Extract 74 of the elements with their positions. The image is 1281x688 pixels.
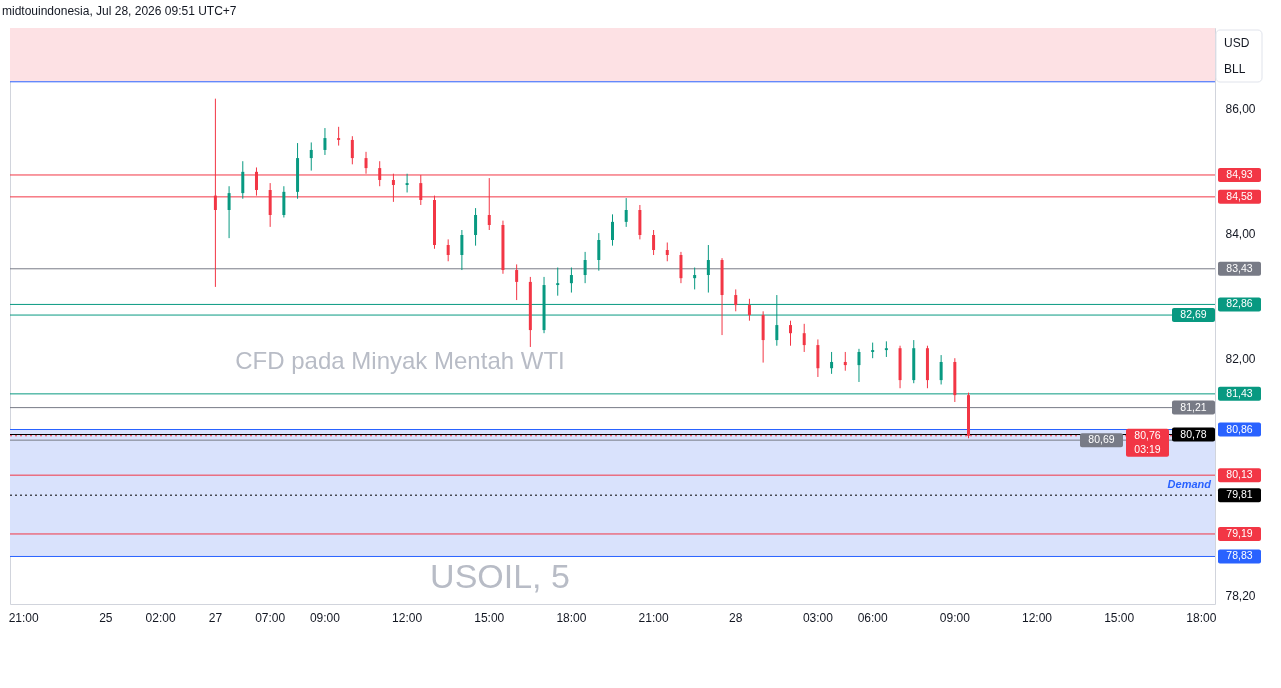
candlestick xyxy=(830,351,834,375)
y-tick-label: 86,00 xyxy=(1225,101,1256,116)
candlestick xyxy=(816,338,820,378)
ref-line-label: 81,21 xyxy=(1180,400,1207,413)
x-tick-label: 21:00 xyxy=(8,610,40,625)
x-tick-label: 21:00 xyxy=(638,610,669,625)
candlestick xyxy=(556,267,560,297)
text: CFD pada Minyak Mentah WTI xyxy=(235,347,565,374)
candlestick xyxy=(802,323,806,353)
candlestick xyxy=(665,242,669,262)
text: BLL xyxy=(1224,62,1246,76)
candlestick xyxy=(569,267,573,294)
candlestick xyxy=(241,160,245,200)
y-tick-label: 84,00 xyxy=(1225,226,1256,241)
candlestick xyxy=(323,127,327,156)
ref-line-label: 79,19 xyxy=(1226,526,1253,539)
candlestick xyxy=(460,229,464,271)
x-tick-label: 25 xyxy=(99,610,113,625)
ref-line-label: 80,13 xyxy=(1226,468,1253,481)
candlestick xyxy=(337,126,341,147)
candlestick xyxy=(857,348,861,383)
ref-line-label: 83,43 xyxy=(1226,261,1253,274)
candlestick xyxy=(939,354,943,385)
x-tick-label: 27 xyxy=(208,610,223,625)
ref-line-label: 84,58 xyxy=(1226,189,1253,202)
y-tick-label: 82,00 xyxy=(1225,351,1256,366)
ref-line-label: 84,93 xyxy=(1226,167,1253,180)
y-tick-label: 78,20 xyxy=(1225,589,1256,604)
x-tick-label: 15:00 xyxy=(474,610,505,625)
x-tick-label: 12:00 xyxy=(1021,610,1053,625)
x-tick-label: 15:00 xyxy=(1104,610,1135,625)
candlestick xyxy=(706,244,710,294)
ref-line-label: 82,69 xyxy=(1180,308,1207,321)
candlestick xyxy=(734,288,738,312)
candlestick xyxy=(446,238,450,262)
candlestick xyxy=(624,197,628,228)
ref-line-label: 78,83 xyxy=(1226,549,1253,562)
candlestick xyxy=(282,185,286,218)
ref-line-label: 80,86 xyxy=(1226,422,1253,435)
ref-line-label: 80,76 03:19 xyxy=(1134,428,1161,455)
candlestick xyxy=(583,251,587,284)
x-tick-label: 06:00 xyxy=(857,610,889,625)
candlestick xyxy=(474,207,478,247)
x-tick-label: 07:00 xyxy=(255,610,286,625)
ref-line-label: 81,43 xyxy=(1226,386,1253,399)
ref-line-label: 80,69 xyxy=(1088,433,1115,446)
ref-line-label: 82,86 xyxy=(1226,297,1253,310)
x-tick-label: 28 xyxy=(729,610,743,625)
candlestick xyxy=(693,267,697,290)
ref-line-label: 80,78 xyxy=(1180,427,1207,440)
x-tick-label: 18:00 xyxy=(1186,610,1217,625)
candlestick xyxy=(227,185,231,239)
x-tick-label: 18:00 xyxy=(556,610,587,625)
candlestick xyxy=(350,135,354,165)
x-tick-label: 09:00 xyxy=(309,610,341,625)
x-tick-label: 12:00 xyxy=(392,610,423,625)
candlestick xyxy=(405,173,409,193)
candlestick xyxy=(309,141,313,172)
x-tick-label: 09:00 xyxy=(939,610,971,625)
x-tick-label: 03:00 xyxy=(802,610,834,625)
candlestick xyxy=(789,320,793,347)
ref-line-label: 79,81 xyxy=(1226,488,1253,501)
candlestick xyxy=(843,351,847,372)
band-label: Demand xyxy=(1167,477,1212,490)
text: midtouindonesia, Jul 28, 2026 09:51 UTC+7 xyxy=(2,4,237,18)
text: USD xyxy=(1224,36,1250,50)
candlestick xyxy=(679,251,683,284)
candlestick xyxy=(515,263,519,301)
candlestick xyxy=(652,229,656,256)
candlestick xyxy=(747,298,751,322)
x-tick-label: 02:00 xyxy=(145,610,176,625)
candlestick xyxy=(611,213,614,247)
text: USOIL, 5 xyxy=(430,557,570,595)
candlestick xyxy=(597,232,601,272)
